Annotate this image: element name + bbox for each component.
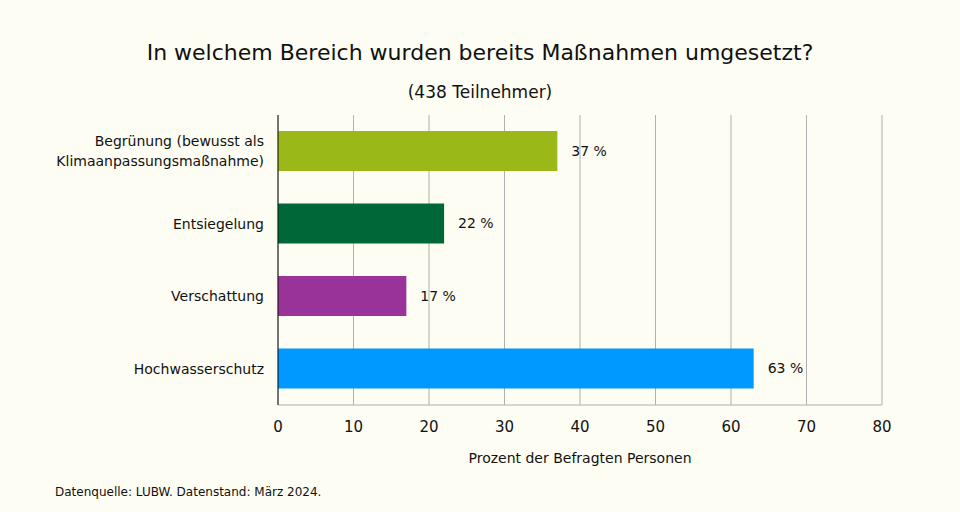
svg-text:80: 80 (872, 418, 891, 436)
svg-text:22 %: 22 % (458, 215, 494, 231)
svg-text:Entsiegelung: Entsiegelung (173, 216, 264, 232)
svg-text:37 %: 37 % (571, 143, 607, 159)
svg-text:70: 70 (797, 418, 816, 436)
svg-text:10: 10 (344, 418, 363, 436)
svg-text:Prozent der Befragten Personen: Prozent der Befragten Personen (468, 450, 691, 466)
html-text:In welchem Bereich wurden bere: In welchem Bereich wurden bereits Maßnah… (146, 40, 814, 65)
svg-text:0: 0 (273, 418, 283, 436)
svg-text:20: 20 (419, 418, 438, 436)
svg-text:Begrünung (bewusst alsKlimaanp: Begrünung (bewusst alsKlimaanpassungsmaß… (56, 133, 264, 169)
svg-text:50: 50 (646, 418, 665, 436)
svg-text:17 %: 17 % (420, 288, 456, 304)
svg-text:40: 40 (570, 418, 589, 436)
svg-text:60: 60 (721, 418, 740, 436)
html-text:(438 Teilnehmer): (438 Teilnehmer) (407, 82, 553, 102)
svg-text:Verschattung: Verschattung (171, 288, 264, 304)
svg-text:63 %: 63 % (768, 360, 804, 376)
svg-text:Hochwasserschutz: Hochwasserschutz (134, 361, 264, 377)
html-text:Datenquelle: LUBW. Datenstand:: Datenquelle: LUBW. Datenstand: März 2024… (55, 485, 322, 499)
svg-text:30: 30 (495, 418, 514, 436)
